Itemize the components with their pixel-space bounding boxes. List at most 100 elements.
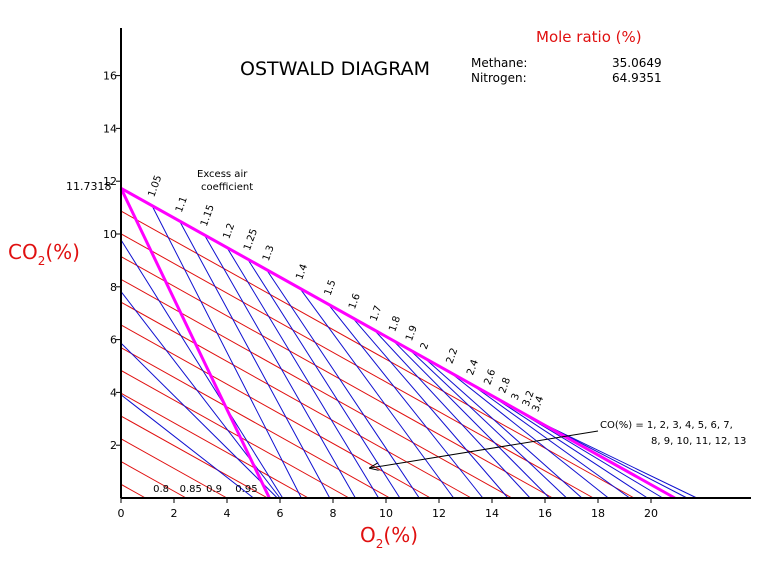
- y-axis-label-tail: (%): [45, 240, 80, 264]
- co-line-5: [120, 301, 472, 499]
- y-tick-label-8: 8: [110, 281, 117, 294]
- air-line-1.5: [327, 303, 484, 499]
- air-label-3.2: 3.2: [521, 389, 537, 408]
- x-axis-label-main: O: [360, 523, 376, 547]
- air-line-3.4: [535, 419, 698, 499]
- air-line-1.1: [179, 220, 331, 499]
- air-label-0.9: 0.9: [206, 484, 222, 495]
- air-label-1.9: 1.9: [404, 324, 420, 343]
- boundary-lines-group: [119, 186, 676, 500]
- co-line-9: [120, 392, 309, 499]
- y-axis-label: CO2(%): [8, 240, 80, 268]
- air-label-0.8: 0.8: [153, 484, 169, 495]
- y-tick-label-10: 10: [103, 228, 117, 241]
- co-line-12: [120, 461, 187, 499]
- air-label-1.6: 1.6: [347, 292, 363, 311]
- methane-label: Methane:: [471, 56, 527, 70]
- methane-value: 35.0649: [612, 56, 662, 70]
- co-line-3: [120, 256, 553, 499]
- x-axis-label-tail: (%): [383, 523, 418, 547]
- x-tick-label-8: 8: [330, 507, 337, 520]
- air-line-0.95: [120, 239, 284, 499]
- air-line-1.4: [299, 288, 455, 499]
- co-line-13: [120, 483, 146, 499]
- co-note-arrow: [370, 430, 599, 468]
- y-tick-label-16: 16: [103, 70, 117, 83]
- air-label-1.05: 1.05: [146, 174, 164, 199]
- x-tick-label-6: 6: [277, 507, 284, 520]
- air-line-2.6: [487, 393, 648, 499]
- air-label-1.2: 1.2: [221, 222, 237, 241]
- x-tick-label-14: 14: [485, 507, 499, 520]
- air-line-1.3: [266, 269, 420, 499]
- air-label-0.95: 0.95: [235, 484, 257, 495]
- air-label-1.5: 1.5: [323, 278, 339, 297]
- air-label-1.4: 1.4: [294, 263, 310, 282]
- stoichiometric-line: [119, 187, 271, 499]
- air-label-1.1: 1.1: [174, 195, 190, 214]
- y-tick-label-4: 4: [110, 386, 117, 399]
- co-line-10: [120, 415, 268, 499]
- excess-air-label-line1: Excess air: [197, 169, 248, 180]
- air-label-2.2: 2.2: [445, 347, 461, 366]
- air-line-0.85: [120, 342, 278, 499]
- air-label-3.4: 3.4: [530, 395, 546, 414]
- x-axis-label: O2(%): [360, 523, 418, 551]
- air-line-2.2: [449, 371, 609, 499]
- x-tick-label-2: 2: [171, 507, 178, 520]
- air-label-2.8: 2.8: [497, 376, 513, 395]
- co-line-4: [120, 278, 513, 499]
- y-axis-label-main: CO: [8, 240, 38, 264]
- nitrogen-value: 64.9351: [612, 71, 662, 85]
- x-axis-label-sub: 2: [376, 537, 384, 551]
- air-line-1.8: [392, 339, 550, 499]
- axes-group: 0 2 4 6 8 10 12 14 16 18 20 2 4 6 8 10 12 14 16: [103, 28, 751, 520]
- co-line-8: [120, 370, 350, 499]
- excess-air-lines-group: [120, 205, 698, 499]
- air-label-2.4: 2.4: [465, 358, 481, 377]
- co-line-6: [120, 324, 431, 499]
- air-label-1.8: 1.8: [387, 315, 403, 334]
- air-line-1.2: [226, 247, 380, 499]
- x-tick-label-12: 12: [432, 507, 446, 520]
- air-label-1.7: 1.7: [369, 304, 385, 323]
- y-tick-label-6: 6: [110, 334, 117, 347]
- air-line-0.8: [120, 394, 254, 499]
- co2-max-label: 11.7318: [66, 180, 112, 193]
- y-tick-label-14: 14: [103, 122, 117, 135]
- co-line-7: [120, 347, 391, 499]
- air-label-1.15: 1.15: [199, 203, 217, 228]
- air-label-2.6: 2.6: [483, 368, 499, 387]
- chart-title: OSTWALD DIAGRAM: [240, 58, 430, 80]
- air-line-1.25: [247, 258, 401, 499]
- air-line-1.9: [409, 349, 567, 499]
- air-label-1.25: 1.25: [242, 227, 260, 252]
- air-line-1.15: [204, 234, 356, 499]
- air-line-2.4: [470, 383, 630, 499]
- air-line-1.6: [352, 317, 509, 499]
- labels-group: 0.8 0.85 0.9 0.95 1.05 1.1 1.151.2 1.251.3 1.4 1.…: [146, 174, 546, 495]
- x-tick-label-0: 0: [118, 507, 125, 520]
- air-label-1.3: 1.3: [261, 244, 277, 263]
- air-line-2: [424, 357, 583, 499]
- air-label-2: 2: [419, 341, 432, 351]
- mole-ratio-title: Mole ratio (%): [536, 28, 642, 46]
- x-tick-label-4: 4: [224, 507, 231, 520]
- x-tick-label-20: 20: [644, 507, 658, 520]
- co-line-11: [120, 438, 228, 499]
- nitrogen-label: Nitrogen:: [471, 71, 527, 85]
- air-label-3: 3: [510, 392, 523, 402]
- excess-air-label-line2: coefficient: [201, 182, 253, 193]
- x-tick-label-10: 10: [379, 507, 393, 520]
- y-tick-label-12: 12: [103, 175, 117, 188]
- air-label-0.85: 0.85: [180, 484, 202, 495]
- co-note-line2: 8, 9, 10, 11, 12, 13: [651, 436, 746, 447]
- x-tick-label-18: 18: [591, 507, 605, 520]
- air-line-1.05: [151, 205, 302, 499]
- x-tick-label-16: 16: [538, 507, 552, 520]
- co-note-line1: CO(%) = 1, 2, 3, 4, 5, 6, 7,: [600, 420, 733, 431]
- y-axis-label-sub: 2: [38, 254, 46, 268]
- y-tick-label-2: 2: [110, 439, 117, 452]
- complete-combustion-line: [120, 186, 676, 500]
